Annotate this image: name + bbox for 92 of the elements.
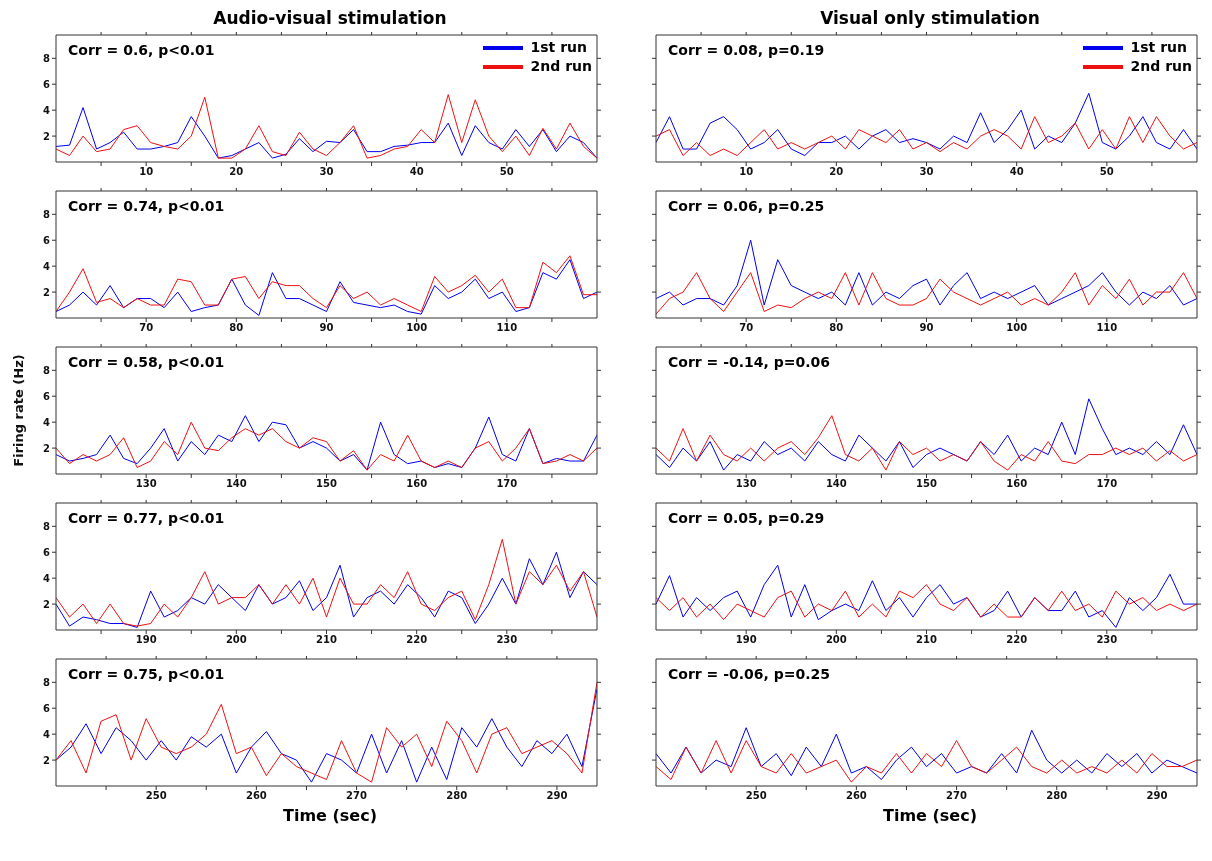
x-tick-label: 100 bbox=[406, 322, 428, 334]
line-series bbox=[56, 538, 597, 627]
x-tick-label: 220 bbox=[1006, 634, 1028, 646]
x-tick-label: 250 bbox=[145, 790, 167, 802]
y-tick-label: 6 bbox=[43, 546, 51, 558]
x-tick-label: 50 bbox=[499, 166, 514, 178]
y-tick-label: 4 bbox=[43, 260, 51, 272]
x-tick-label: 50 bbox=[1099, 166, 1114, 178]
y-tick-label: 6 bbox=[43, 78, 51, 90]
x-tick-label: 30 bbox=[319, 166, 334, 178]
y-tick-label: 6 bbox=[43, 702, 51, 714]
x-tick-label: 100 bbox=[1006, 322, 1028, 334]
y-axis-title: Firing rate (Hz) bbox=[10, 354, 26, 467]
x-tick-label: 90 bbox=[919, 322, 934, 334]
x-tick-label: 10 bbox=[139, 166, 154, 178]
y-tick-label: 4 bbox=[43, 572, 51, 584]
x-tick-label: 170 bbox=[496, 478, 518, 490]
x-axis-title: Time (sec) bbox=[282, 806, 378, 825]
x-axis-title: Time (sec) bbox=[882, 806, 978, 825]
y-tick-label: 2 bbox=[43, 598, 51, 610]
x-tick-label: 290 bbox=[1146, 790, 1168, 802]
x-tick-label: 200 bbox=[825, 634, 847, 646]
x-tick-label: 80 bbox=[229, 322, 244, 334]
x-tick-label: 20 bbox=[829, 166, 844, 178]
x-tick-label: 70 bbox=[739, 322, 754, 334]
x-tick-label: 230 bbox=[496, 634, 518, 646]
y-tick-label: 8 bbox=[43, 208, 51, 220]
x-tick-label: 220 bbox=[406, 634, 428, 646]
x-tick-label: 280 bbox=[446, 790, 468, 802]
x-tick-label: 170 bbox=[1096, 478, 1118, 490]
x-tick-label: 210 bbox=[316, 634, 337, 646]
y-tick-label: 4 bbox=[43, 416, 51, 428]
annotation: Corr = 0.08, p=0.19 bbox=[668, 42, 825, 58]
x-tick-label: 270 bbox=[946, 790, 968, 802]
x-tick-label: 270 bbox=[346, 790, 368, 802]
x-tick-label: 260 bbox=[845, 790, 867, 802]
y-tick-label: 8 bbox=[43, 52, 51, 64]
x-tick-label: 190 bbox=[735, 634, 757, 646]
y-tick-label: 4 bbox=[43, 728, 51, 740]
x-tick-label: 290 bbox=[546, 790, 568, 802]
x-tick-label: 140 bbox=[825, 478, 847, 490]
annotation: Corr = 0.77, p<0.01 bbox=[68, 510, 225, 526]
x-tick-label: 200 bbox=[225, 634, 247, 646]
y-tick-label: 6 bbox=[43, 234, 51, 246]
x-tick-label: 110 bbox=[1096, 322, 1118, 334]
annotation: Corr = 0.75, p<0.01 bbox=[68, 666, 225, 682]
y-tick-label: 8 bbox=[43, 364, 51, 376]
y-tick-label: 4 bbox=[43, 104, 51, 116]
line-series bbox=[56, 107, 597, 159]
y-tick-label: 2 bbox=[43, 286, 51, 298]
y-tick-label: 2 bbox=[43, 442, 51, 454]
y-tick-label: 2 bbox=[43, 754, 51, 766]
chart-title: Audio-visual stimulation bbox=[212, 8, 448, 30]
x-tick-label: 80 bbox=[829, 322, 844, 334]
annotation: Corr = 0.06, p=0.25 bbox=[668, 198, 825, 214]
x-tick-label: 40 bbox=[409, 166, 424, 178]
annotation: Corr = 0.05, p=0.29 bbox=[668, 510, 825, 526]
x-tick-label: 70 bbox=[139, 322, 154, 334]
x-tick-label: 130 bbox=[135, 478, 157, 490]
x-tick-label: 110 bbox=[496, 322, 518, 334]
x-tick-label: 160 bbox=[406, 478, 428, 490]
annotation: Corr = -0.06, p=0.25 bbox=[668, 666, 831, 682]
y-tick-label: 8 bbox=[43, 520, 51, 532]
x-tick-label: 210 bbox=[916, 634, 937, 646]
legend-label: 1st run bbox=[1130, 38, 1188, 57]
legend-label: 2nd run bbox=[530, 57, 592, 76]
x-tick-label: 150 bbox=[316, 478, 337, 490]
x-tick-label: 140 bbox=[225, 478, 247, 490]
annotation: Corr = -0.14, p=0.06 bbox=[668, 354, 831, 370]
x-tick-label: 20 bbox=[229, 166, 244, 178]
legend-label: 2nd run bbox=[1130, 57, 1192, 76]
annotation: Corr = 0.58, p<0.01 bbox=[68, 354, 225, 370]
x-tick-label: 40 bbox=[1009, 166, 1024, 178]
y-tick-label: 6 bbox=[43, 390, 51, 402]
x-tick-label: 250 bbox=[745, 790, 767, 802]
line-series bbox=[56, 94, 597, 159]
annotation: Corr = 0.6, p<0.01 bbox=[68, 42, 215, 58]
x-tick-label: 30 bbox=[919, 166, 934, 178]
x-tick-label: 130 bbox=[735, 478, 757, 490]
x-tick-label: 280 bbox=[1046, 790, 1068, 802]
y-tick-label: 8 bbox=[43, 676, 51, 688]
x-tick-label: 10 bbox=[739, 166, 754, 178]
x-tick-label: 160 bbox=[1006, 478, 1028, 490]
x-tick-label: 150 bbox=[916, 478, 937, 490]
chart-title: Visual only stimulation bbox=[819, 8, 1041, 30]
x-tick-label: 90 bbox=[319, 322, 334, 334]
legend-label: 1st run bbox=[530, 38, 588, 57]
x-tick-label: 260 bbox=[245, 790, 267, 802]
y-tick-label: 2 bbox=[43, 130, 51, 142]
x-tick-label: 190 bbox=[135, 634, 157, 646]
x-tick-label: 230 bbox=[1096, 634, 1118, 646]
annotation: Corr = 0.74, p<0.01 bbox=[68, 198, 225, 214]
